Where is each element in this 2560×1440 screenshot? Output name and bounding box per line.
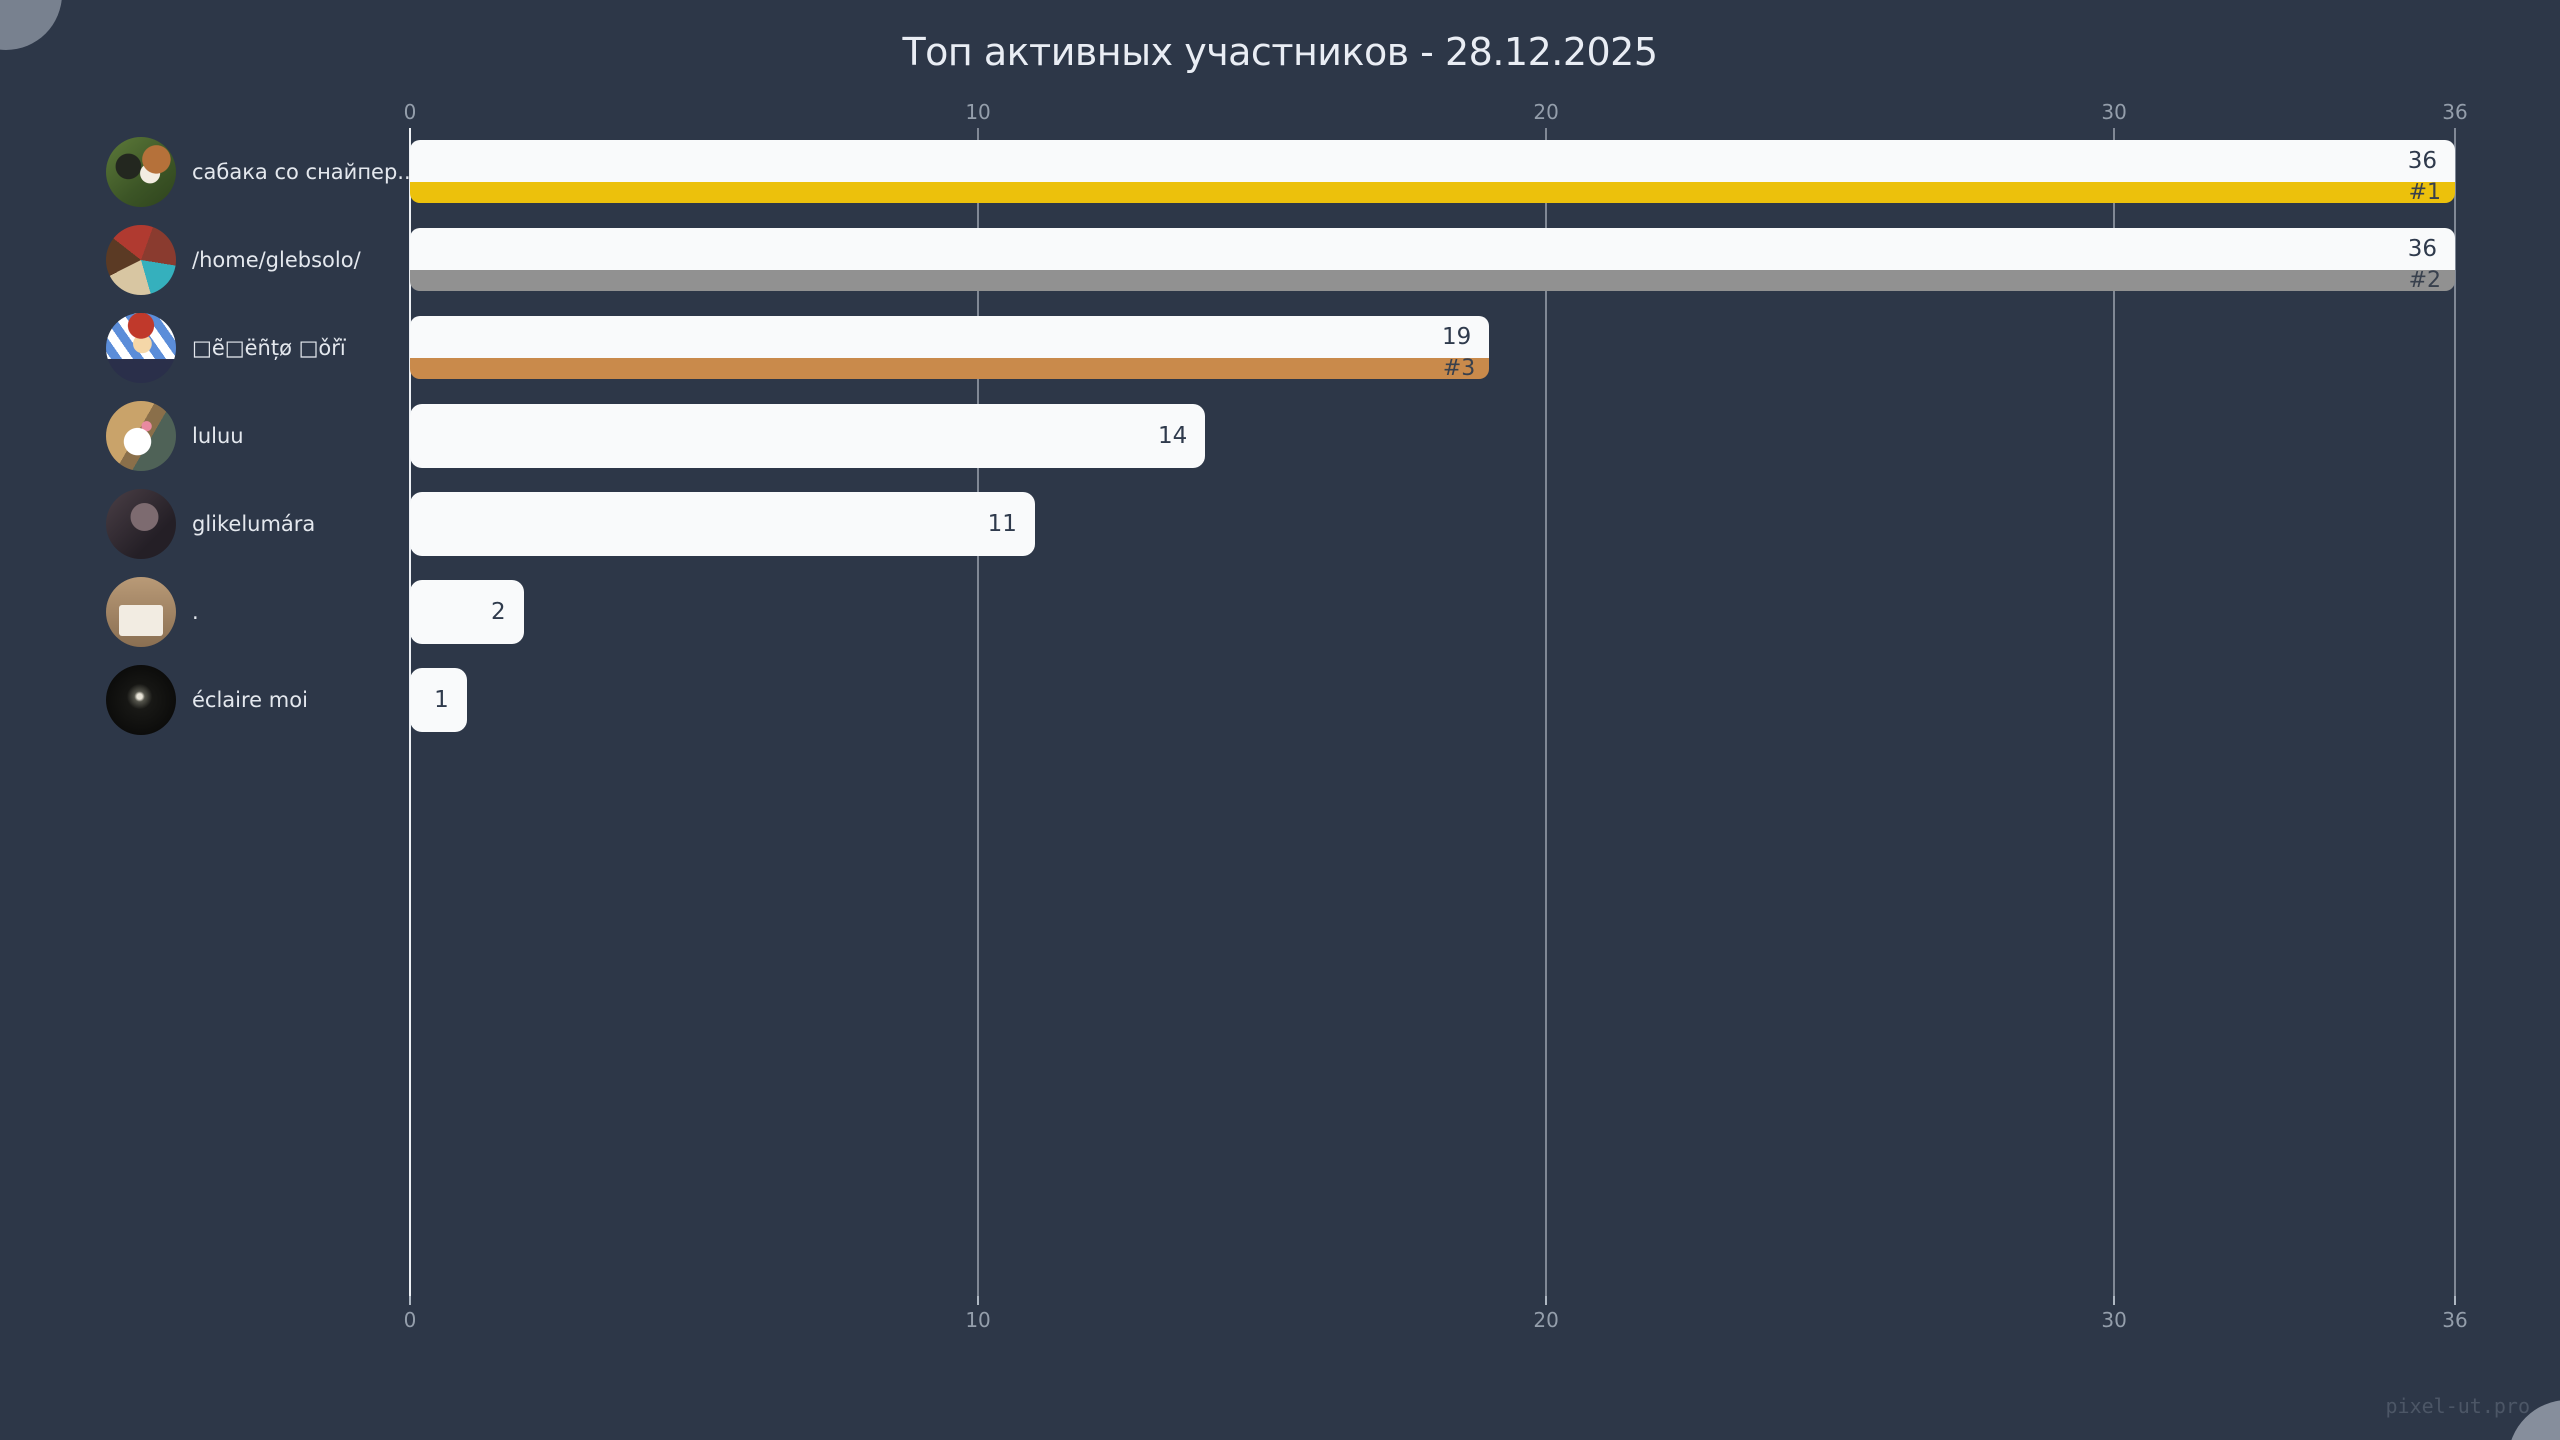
bar-track: 14 — [410, 404, 2455, 468]
chart-row: éclaire moi 1 — [0, 665, 2560, 735]
bar-value: 19 — [1442, 324, 1472, 350]
grid-line — [2113, 128, 2116, 1296]
bar-value: 36 — [2407, 148, 2437, 174]
bar-track: 1 — [410, 668, 2455, 732]
bar-track: 11 — [410, 492, 2455, 556]
bar: 19 — [410, 316, 1490, 358]
bar-track: 19 #3 — [410, 316, 2455, 381]
avatar-santa-hat-icon — [106, 313, 176, 383]
axis-label-top: 0 — [403, 100, 417, 124]
axis-tick — [409, 1296, 411, 1305]
bar-value: 36 — [2407, 236, 2437, 262]
avatar-cat-with-sign-icon — [106, 577, 176, 647]
chart-row: сабака со снайпер... 36 #1 — [0, 137, 2560, 207]
axis-label-top: 30 — [2101, 100, 2127, 124]
participant-name: сабака со снайпер... — [192, 160, 418, 184]
watermark: pixel-ut.pro — [2385, 1394, 2531, 1418]
avatar-minecraft-collage-icon — [106, 225, 176, 295]
participant-name: /home/glebsolo/ — [192, 248, 361, 272]
grid-line — [1545, 128, 1548, 1296]
rank-badge: #2 — [410, 268, 2455, 293]
avatar-white-cat-icon — [106, 401, 176, 471]
axis-label-bottom: 10 — [965, 1308, 991, 1332]
chart-row: /home/glebsolo/ 36 #2 — [0, 225, 2560, 295]
grid-line — [977, 128, 980, 1296]
axis-tick — [1545, 1296, 1548, 1305]
participant-name: □ẽ□ëñțø □ǒřï — [192, 336, 346, 360]
rank-badge: #1 — [410, 180, 2455, 205]
bar: 36 — [410, 228, 2455, 270]
bar-track: 36 #1 — [410, 140, 2455, 205]
bar-track: 2 — [410, 580, 2455, 644]
axis-label-bottom: 20 — [1533, 1308, 1559, 1332]
participant-name: . — [192, 600, 199, 624]
axis-label-top: 20 — [1533, 100, 1559, 124]
bar: 36 — [410, 140, 2455, 182]
participant-name: luluu — [192, 424, 244, 448]
grid-line — [2454, 128, 2456, 1296]
axis-label-top: 36 — [2442, 100, 2468, 124]
participant-name: éclaire moi — [192, 688, 308, 712]
bar: 14 — [410, 404, 1206, 468]
bar: 2 — [410, 580, 524, 644]
rank-badge: #3 — [410, 356, 1490, 381]
bar-value: 2 — [490, 599, 506, 625]
chart-row: glikelumára 11 — [0, 489, 2560, 559]
chart-row: . 2 — [0, 577, 2560, 647]
axis-top: 0 10 20 30 36 — [404, 100, 2468, 126]
bar: 11 — [410, 492, 1035, 556]
axis-label-bottom: 30 — [2101, 1308, 2127, 1332]
participant-name: glikelumára — [192, 512, 316, 536]
bar-track: 36 #2 — [410, 228, 2455, 293]
bar: 1 — [410, 668, 467, 732]
chart-row: luluu 14 — [0, 401, 2560, 471]
avatar-night-moon-icon — [106, 665, 176, 735]
bar-value: 1 — [434, 687, 449, 713]
bar-value: 11 — [987, 511, 1017, 537]
axis-label-bottom: 36 — [2442, 1308, 2468, 1332]
axis-tick — [2113, 1296, 2116, 1305]
axis-tick — [2454, 1296, 2456, 1305]
bar-value: 14 — [1157, 423, 1188, 449]
axis-label-bottom: 0 — [403, 1308, 417, 1332]
axis-bottom: 0 10 20 30 36 — [404, 1296, 2468, 1336]
page-title: Топ активных участников - 28.12.2025 — [902, 30, 1658, 74]
axis-tick — [977, 1296, 980, 1305]
avatar-dog-with-sniper-rifle-icon — [106, 137, 176, 207]
chart-row: □ẽ□ëñțø □ǒřï 19 #3 — [0, 313, 2560, 383]
axis-label-top: 10 — [965, 100, 991, 124]
avatar-dark-portrait-icon — [106, 489, 176, 559]
